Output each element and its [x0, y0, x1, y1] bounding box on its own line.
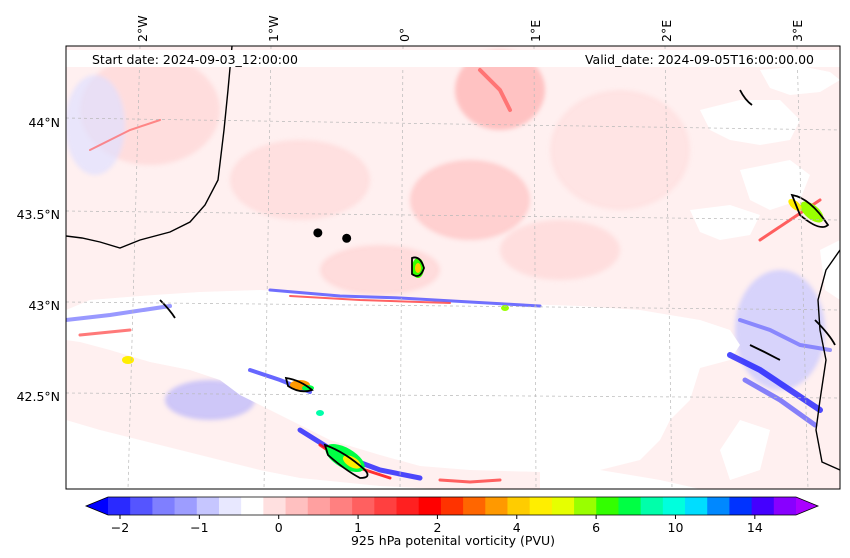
- colorbar-cell: [507, 497, 531, 515]
- colorbar-tick-label: 10: [668, 520, 684, 535]
- map-panel: [66, 46, 840, 489]
- lon-label-1w: 1°W: [266, 15, 281, 42]
- colorbar-cell: [773, 497, 797, 515]
- title-band: [66, 50, 840, 67]
- colorbar-cell: [596, 497, 619, 515]
- colorbar-cell: [285, 497, 309, 515]
- colorbar-cell: [329, 497, 353, 515]
- colorbar-tick-label: −1: [190, 520, 208, 535]
- colorbar-extend-max: [796, 497, 818, 515]
- start-date: Start date: 2024-09-03_12:00:00: [92, 52, 298, 67]
- colorbar-cell: [707, 497, 730, 515]
- colorbar-cell: [218, 497, 242, 515]
- colorbar-cell: [463, 497, 486, 515]
- lat-label-43: 43°N: [28, 298, 60, 313]
- pv-contours: [159, 89, 836, 479]
- colorbar-cell: [152, 497, 176, 515]
- lon-label-1e: 1°E: [528, 20, 543, 42]
- colorbar-label: 925 hPa potenital vorticity (PVU): [351, 533, 555, 548]
- lat-label-44: 44°N: [28, 115, 60, 130]
- marker-2: [342, 233, 352, 243]
- colorbar-cell: [396, 497, 420, 515]
- colorbar-cell: [440, 497, 464, 515]
- station-markers: [313, 228, 352, 243]
- lon-label-2e: 2°E: [659, 20, 674, 42]
- colorbar-tick-label: 0: [275, 520, 283, 535]
- colorbar-tick-label: 1: [354, 520, 362, 535]
- colorbar-cell: [196, 497, 220, 515]
- colorbar-cell: [352, 497, 375, 515]
- coastlines: [66, 46, 840, 471]
- map-frame: [65, 45, 841, 490]
- colorbar-cell: [574, 497, 597, 515]
- colorbar-cell: [130, 497, 153, 515]
- high-pv-cells: [122, 199, 824, 472]
- colorbar-ticks: −2 −1 0 1 2 4 6 10 14: [111, 515, 763, 535]
- colorbar-cell: [485, 497, 508, 515]
- colorbar-tick-label: 2: [433, 520, 441, 535]
- colorbar-cell: [374, 497, 398, 515]
- marker-1: [313, 228, 323, 238]
- colorbar-frame: [84, 496, 820, 516]
- colorbar-cell: [418, 497, 442, 515]
- colorbar-cell: [241, 497, 264, 515]
- colorbar-cell: [307, 497, 331, 515]
- lat-label-43-5: 43.5°N: [17, 207, 60, 222]
- masked-terrain: [66, 66, 840, 489]
- lon-label-3e: 3°E: [790, 20, 805, 42]
- colorbar-tick-label: 4: [513, 520, 521, 535]
- gridlines: [66, 46, 840, 489]
- colorbar-cell: [751, 497, 775, 515]
- lon-label-0: 0°: [397, 28, 412, 42]
- valid-date: Valid_date: 2024-09-05T16:00:00.00: [585, 52, 814, 67]
- colorbar-cell: [729, 497, 753, 515]
- colorbar-tick-label: −2: [111, 520, 129, 535]
- colorbar-tick-label: 6: [592, 520, 600, 535]
- latitude-labels: 44°N 43.5°N 43°N 42.5°N: [17, 115, 60, 404]
- colorbar-cell: [685, 497, 708, 515]
- colorbar-cell: [174, 497, 198, 515]
- colorbar-tick-label: 14: [747, 520, 763, 535]
- colorbar: −2 −1 0 1 2 4 6 10 14 925 hPa potenital vorticit…: [84, 496, 820, 548]
- lon-label-2w: 2°W: [135, 15, 150, 42]
- colorbar-cell: [662, 497, 686, 515]
- colorbar-cell: [263, 497, 287, 515]
- colorbar-cells: [86, 497, 818, 515]
- colorbar-outline: [84, 496, 820, 516]
- colorbar-cell: [618, 497, 642, 515]
- colorbar-cell: [529, 497, 553, 515]
- colorbar-cell: [551, 497, 575, 515]
- lat-label-42-5: 42.5°N: [17, 389, 60, 404]
- colorbar-extend-min: [86, 497, 108, 515]
- vorticity-field: [66, 50, 825, 420]
- colorbar-cell: [108, 497, 131, 515]
- colorbar-cell: [640, 497, 664, 515]
- longitude-labels: 2°W 1°W 0° 1°E 2°E 3°E: [135, 15, 805, 42]
